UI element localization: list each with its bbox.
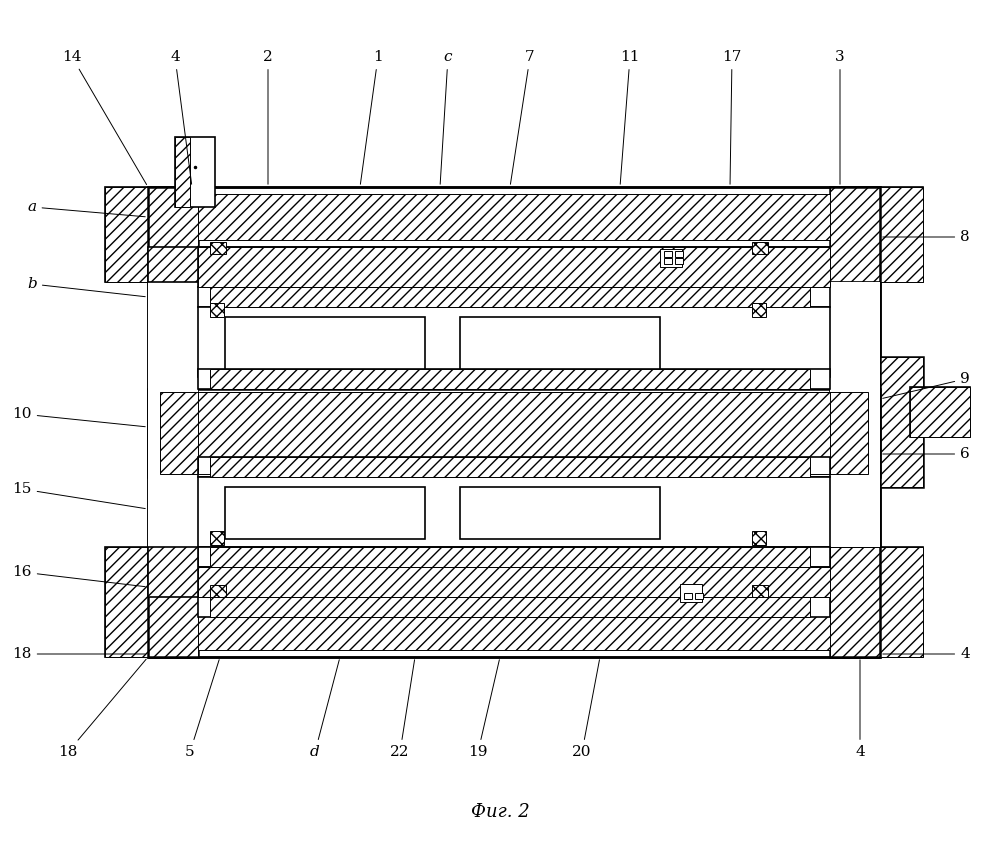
Bar (198, 477, 830, 547)
Polygon shape (148, 247, 198, 282)
Bar (198, 567, 830, 597)
Text: 8: 8 (883, 230, 970, 244)
Text: 18: 18 (58, 659, 146, 759)
Bar (198, 597, 830, 617)
Bar (225, 487, 425, 539)
Bar (148, 187, 198, 282)
Text: 3: 3 (835, 50, 845, 184)
Text: 6: 6 (883, 447, 970, 461)
Bar (210, 585, 226, 597)
Bar (175, 137, 215, 207)
Bar (695, 593, 703, 599)
Text: 15: 15 (12, 482, 145, 509)
Text: 7: 7 (510, 50, 535, 185)
Bar (225, 317, 425, 369)
Bar (460, 317, 660, 369)
Bar (910, 387, 970, 437)
Text: 1: 1 (360, 50, 383, 185)
Polygon shape (105, 547, 148, 657)
Bar (105, 547, 148, 657)
Text: c: c (440, 50, 452, 184)
Bar (210, 547, 810, 567)
Text: 9: 9 (883, 372, 970, 398)
Text: 17: 17 (722, 50, 742, 184)
Text: 4: 4 (883, 647, 970, 661)
Text: b: b (27, 277, 145, 297)
Bar (660, 249, 682, 267)
Bar (198, 247, 830, 287)
Bar (198, 457, 830, 477)
Bar (148, 389, 880, 477)
Bar (148, 282, 198, 547)
Bar (664, 258, 672, 264)
Text: 22: 22 (390, 660, 415, 759)
Bar (160, 392, 868, 474)
Text: 20: 20 (572, 660, 599, 759)
Text: Фиг. 2: Фиг. 2 (471, 803, 529, 821)
Text: d: d (310, 660, 339, 759)
Bar (830, 547, 880, 657)
Text: 11: 11 (620, 50, 640, 184)
Bar (880, 187, 923, 282)
Bar (198, 247, 830, 287)
Text: 4: 4 (855, 660, 865, 759)
Polygon shape (105, 187, 148, 282)
Text: 4: 4 (170, 50, 192, 185)
Bar (830, 187, 880, 282)
Bar (210, 457, 810, 477)
Bar (460, 487, 660, 539)
Bar (880, 357, 923, 487)
Bar (880, 547, 923, 657)
Bar (210, 369, 810, 389)
Text: 5: 5 (185, 660, 219, 759)
Bar (830, 282, 880, 547)
Bar (198, 307, 830, 377)
Text: 18: 18 (12, 647, 145, 661)
Text: 14: 14 (62, 50, 147, 185)
Bar (105, 187, 148, 282)
Bar (684, 593, 692, 599)
Polygon shape (148, 547, 198, 597)
Bar (210, 242, 226, 254)
Bar (210, 597, 810, 617)
Bar (664, 251, 672, 257)
Text: 16: 16 (12, 565, 145, 587)
Bar (210, 303, 224, 317)
Bar (210, 287, 810, 307)
Bar (752, 531, 766, 545)
Bar (198, 547, 830, 567)
Bar (880, 547, 923, 657)
Bar (148, 597, 880, 657)
Bar (675, 251, 683, 257)
Bar (148, 547, 198, 657)
Bar (198, 369, 830, 389)
Bar (165, 194, 865, 240)
Bar (752, 303, 766, 317)
Bar (165, 604, 865, 650)
Bar (752, 585, 768, 597)
Bar (830, 187, 880, 657)
Bar (752, 242, 768, 254)
Bar (198, 392, 830, 474)
Bar (910, 387, 970, 437)
Bar (675, 258, 683, 264)
Bar (198, 287, 830, 307)
Bar (880, 357, 923, 487)
Bar (680, 584, 702, 602)
Bar (880, 187, 923, 282)
Bar (175, 137, 190, 207)
Text: 2: 2 (263, 50, 273, 184)
Bar (148, 187, 880, 247)
Text: 10: 10 (12, 407, 145, 427)
Bar (148, 187, 198, 657)
Text: 19: 19 (468, 660, 499, 759)
Bar (198, 567, 830, 597)
Text: a: a (27, 200, 145, 217)
Bar (210, 531, 224, 545)
